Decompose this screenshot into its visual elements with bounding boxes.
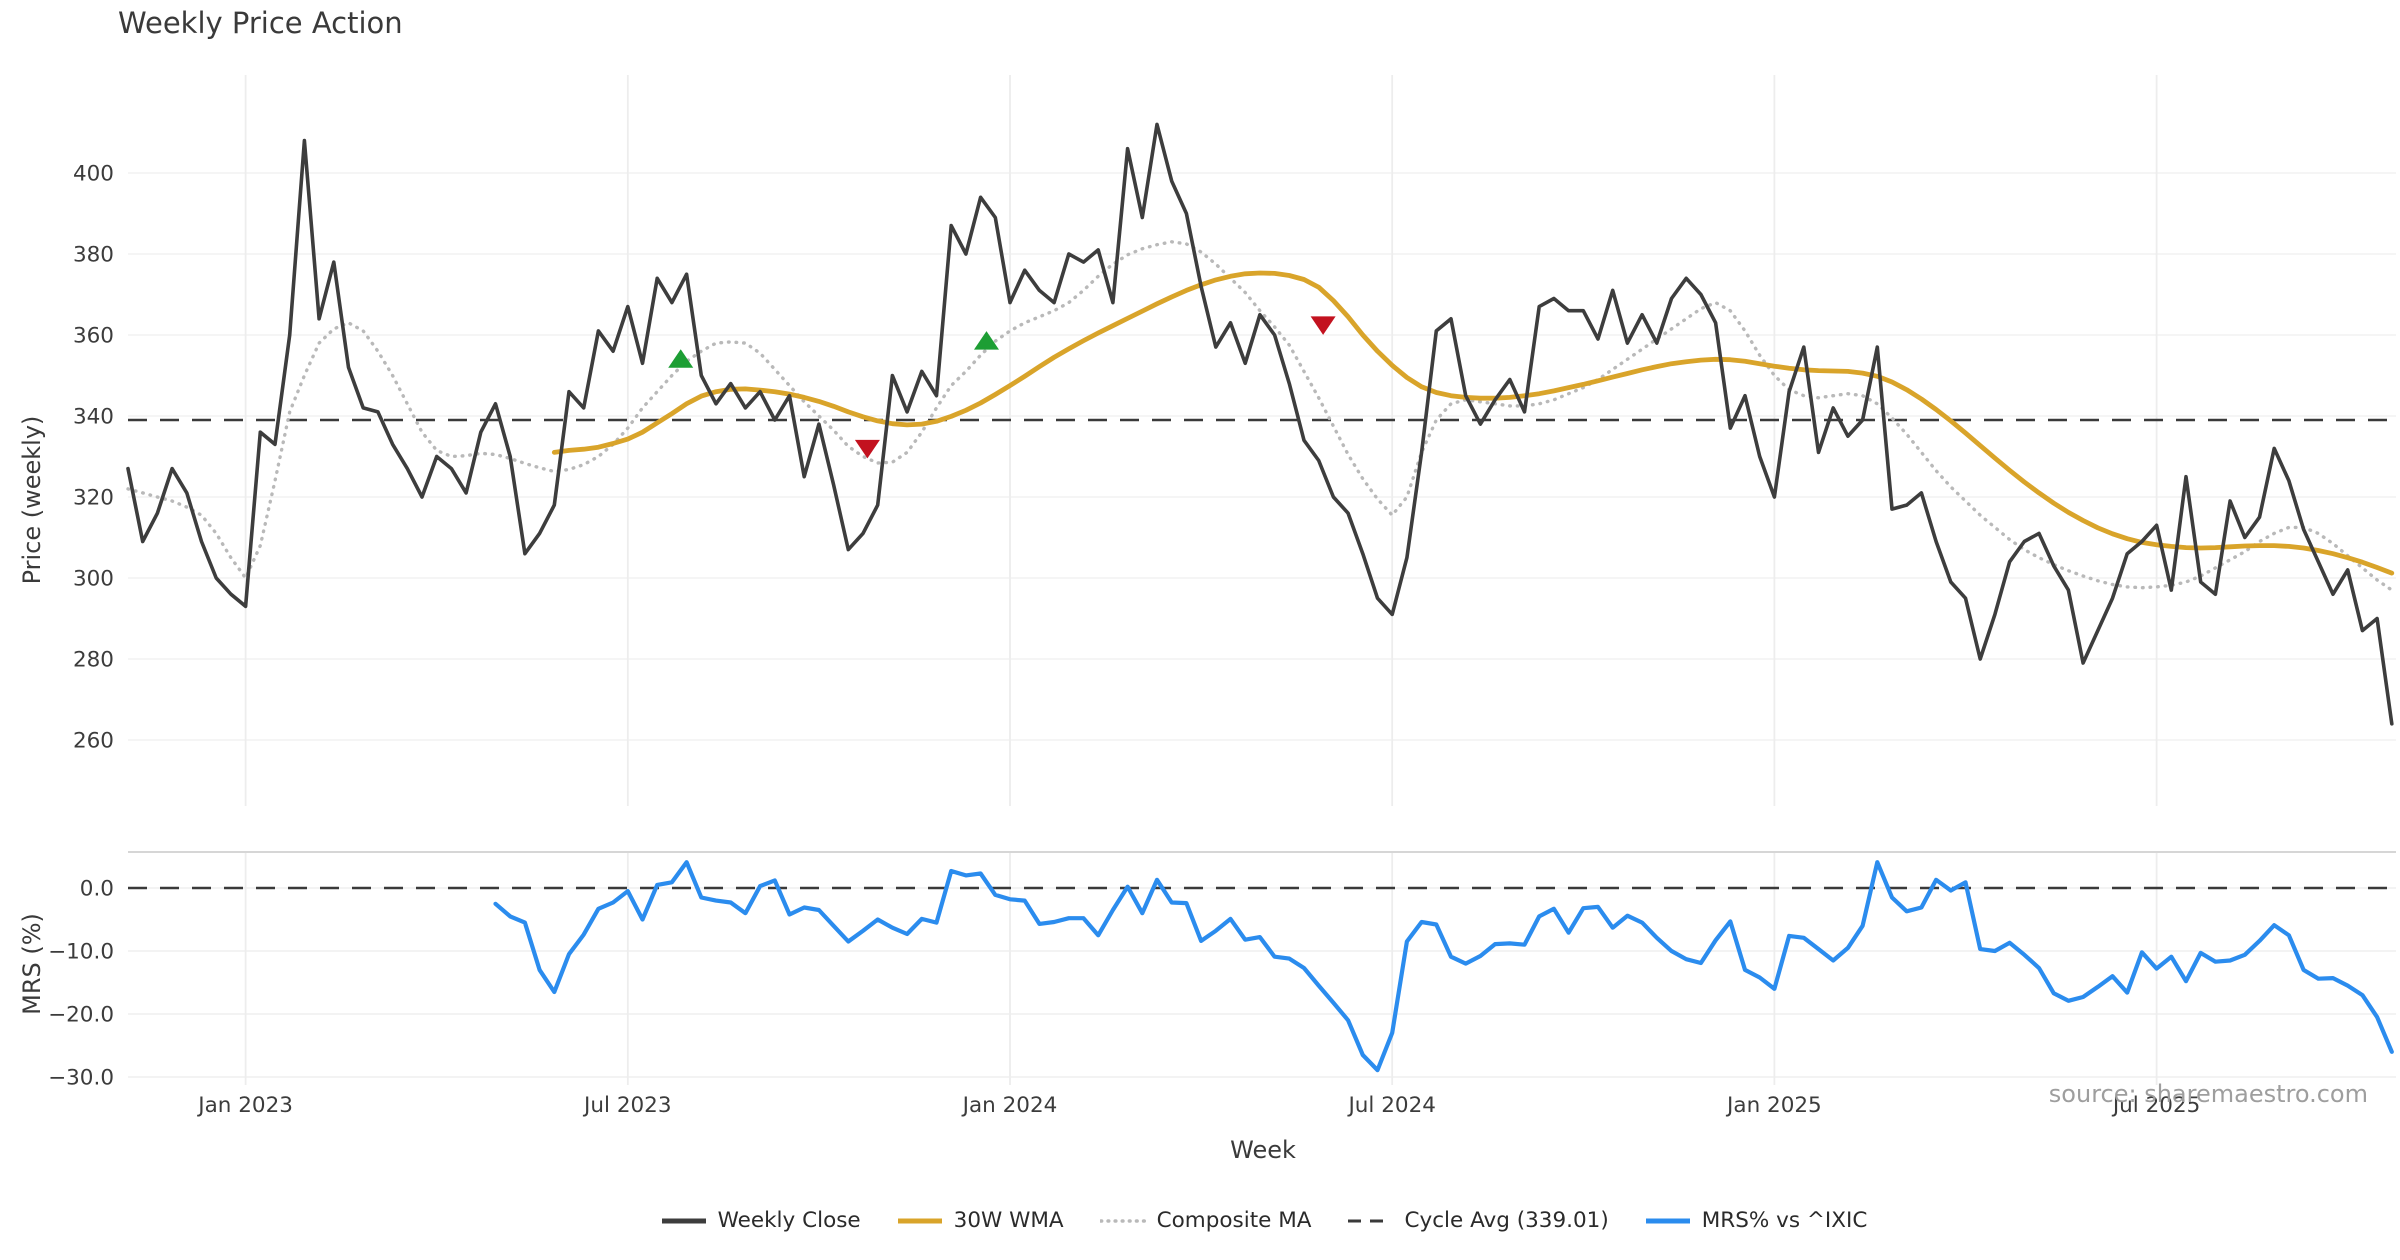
legend-swatch-dashed — [1348, 1219, 1393, 1222]
page-title: Weekly Price Action — [118, 6, 403, 40]
x-tick-label: Jan 2025 — [1725, 1093, 1822, 1118]
legend-item-label: 30W WMA — [953, 1208, 1064, 1233]
mrs-line — [493, 860, 2394, 1073]
weekly-close-line — [126, 122, 2394, 726]
price-y-tick-label: 340 — [73, 404, 114, 429]
mrs-y-tick-label: −20.0 — [48, 1003, 114, 1028]
legend-item-label: Cycle Avg (339.01) — [1404, 1208, 1609, 1233]
mrs-y-tick-label: −30.0 — [48, 1066, 114, 1091]
x-tick-label: Jan 2023 — [196, 1093, 293, 1118]
mrs-y-tick-label: 0.0 — [80, 877, 114, 902]
legend-swatch-solid — [1645, 1218, 1690, 1223]
price-y-tick-label: 300 — [73, 566, 114, 591]
legend-item: Cycle Avg (339.01) — [1347, 1208, 1609, 1233]
sell-signal-marker — [1310, 316, 1336, 335]
legend-item: Composite MA — [1099, 1208, 1312, 1233]
price-y-axis-label: Price (weekly) — [18, 415, 46, 585]
legend-item: Weekly Close — [661, 1208, 861, 1233]
legend-item-label: Weekly Close — [717, 1208, 861, 1233]
x-tick-label: Jan 2024 — [961, 1093, 1058, 1118]
x-tick-label: Jul 2024 — [1346, 1093, 1436, 1118]
wma-30w-line — [551, 270, 2395, 576]
x-tick-label: Jul 2023 — [582, 1093, 672, 1118]
legend-item-label: MRS% vs ^IXIC — [1701, 1208, 1868, 1233]
legend-swatch-solid — [897, 1218, 942, 1223]
price-y-tick-label: 320 — [73, 485, 114, 510]
x-axis-label: Week — [1230, 1136, 1296, 1164]
legend-item: 30W WMA — [897, 1208, 1064, 1233]
price-y-tick-label: 380 — [73, 242, 114, 267]
mrs-y-tick-label: −10.0 — [48, 940, 114, 965]
legend-swatch-dotted — [1099, 1218, 1146, 1223]
price-y-tick-label: 360 — [73, 323, 114, 348]
legend-item: MRS% vs ^IXIC — [1645, 1208, 1868, 1233]
sell-signal-marker — [854, 439, 880, 459]
mrs-y-axis-label: MRS (%) — [18, 913, 46, 1015]
buy-signal-marker — [973, 331, 999, 350]
legend-item-label: Composite MA — [1156, 1208, 1312, 1233]
price-y-tick-label: 260 — [73, 728, 114, 753]
x-tick-label: Jul 2025 — [2111, 1093, 2201, 1118]
price-y-tick-label: 400 — [73, 161, 114, 186]
chart-legend: Weekly Close 30W WMA Composite MA Cycle Avg… — [128, 1208, 2400, 1233]
price-y-tick-label: 280 — [73, 647, 114, 672]
composite-ma-line — [126, 240, 2394, 592]
legend-swatch-solid — [661, 1218, 706, 1223]
source-credit: source: sharemaestro.com — [2048, 1080, 2368, 1108]
buy-signal-marker — [668, 349, 694, 368]
